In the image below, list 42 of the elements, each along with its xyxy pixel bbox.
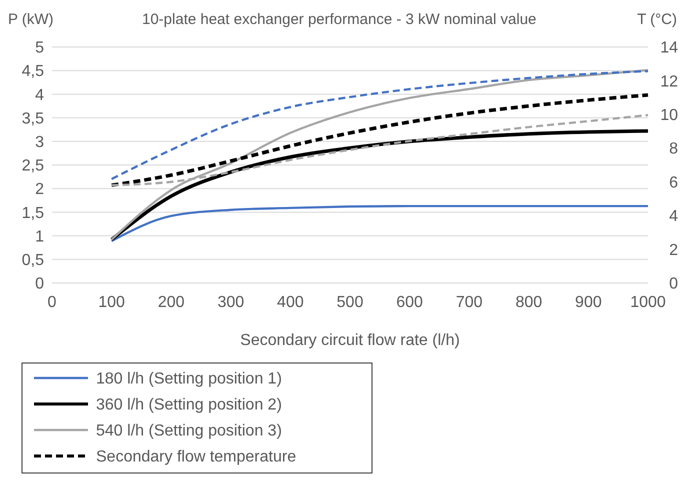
y-tick-label: 4,5 xyxy=(22,63,44,80)
y2-axis-title: T (°C) xyxy=(637,11,677,28)
line-series xyxy=(110,69,650,241)
x-tick-label: 400 xyxy=(277,294,304,311)
x-tick-label: 800 xyxy=(515,294,542,311)
line-series xyxy=(110,70,650,180)
x-axis-title: Secondary circuit flow rate (l/h) xyxy=(240,332,460,349)
x-tick-label: 900 xyxy=(575,294,602,311)
y2-tick-label: 4 xyxy=(669,208,678,226)
legend-label: 180 l/h (Setting position 1) xyxy=(96,370,282,388)
y2-tick-label: 6 xyxy=(669,174,678,192)
x-tick-label: 700 xyxy=(456,294,483,311)
chart-title: 10-plate heat exchanger performance - 3 kW nominal value xyxy=(142,11,536,28)
y2-tick-label: 12 xyxy=(660,73,678,90)
y-axis-title: P (kW) xyxy=(8,11,54,28)
y-tick-label: 2,5 xyxy=(22,158,44,175)
y-tick-label: 3 xyxy=(35,134,44,151)
y-tick-label: 4 xyxy=(35,86,44,104)
y2-tick-label: 0 xyxy=(669,276,678,293)
legend-label: 360 l/h (Setting position 2) xyxy=(96,396,282,414)
x-tick-label: 100 xyxy=(98,294,126,311)
x-tick-label: 600 xyxy=(396,294,424,311)
y-tick-label: 3,5 xyxy=(22,110,44,128)
line-series xyxy=(110,93,650,187)
x-tick-label: 1000 xyxy=(630,294,666,311)
y-tick-label: 2 xyxy=(35,181,44,198)
y2-tick-label: 2 xyxy=(669,242,678,259)
x-tick-label: 500 xyxy=(336,294,364,311)
y-tick-label: 1,5 xyxy=(22,204,44,222)
y-tick-label: 5 xyxy=(35,40,44,57)
x-tick-label: 200 xyxy=(158,294,185,311)
x-tick-label: 0 xyxy=(48,294,57,311)
line-series xyxy=(110,204,650,242)
legend-label: 540 l/h (Setting position 3) xyxy=(96,422,282,440)
y-tick-label: 0,5 xyxy=(22,252,44,269)
y2-tick-label: 14 xyxy=(660,40,678,57)
x-tick-label: 300 xyxy=(217,294,244,311)
y2-tick-label: 10 xyxy=(660,107,678,124)
y-tick-label: 0 xyxy=(35,276,44,293)
y2-tick-label: 8 xyxy=(669,140,678,158)
y-tick-label: 1 xyxy=(35,228,44,246)
legend-label: Secondary flow temperature xyxy=(96,448,296,466)
